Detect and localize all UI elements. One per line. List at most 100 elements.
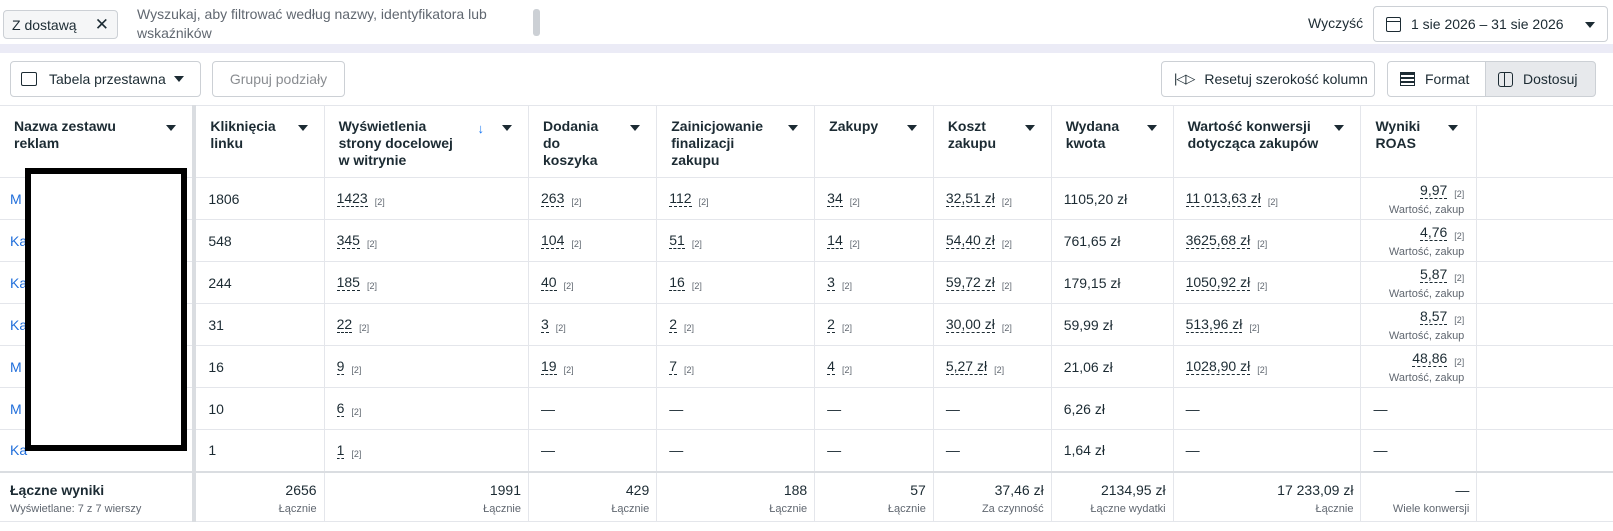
- metric-value[interactable]: 16: [669, 274, 685, 291]
- sort-descending-icon[interactable]: ↓: [477, 121, 485, 136]
- reference-marker[interactable]: [2]: [841, 323, 852, 333]
- group-breakdowns-button[interactable]: Grupuj podziały: [212, 61, 345, 97]
- reference-marker[interactable]: [2]: [1001, 239, 1012, 249]
- column-header[interactable]: Dodania do koszyka: [528, 105, 658, 178]
- reference-marker[interactable]: [2]: [691, 239, 702, 249]
- metric-value[interactable]: 3: [541, 316, 549, 333]
- column-menu-button[interactable]: [624, 118, 646, 138]
- search-input[interactable]: Wyszukaj, aby filtrować według nazwy, id…: [137, 6, 487, 41]
- column-header[interactable]: Wartość konwersji dotycząca zakupów: [1173, 105, 1362, 178]
- reference-marker[interactable]: [2]: [698, 197, 709, 207]
- metric-value[interactable]: 1050,92 zł: [1185, 274, 1251, 291]
- reference-marker[interactable]: [2]: [1001, 197, 1012, 207]
- metric-value[interactable]: 185: [336, 274, 360, 291]
- metric-value[interactable]: 22: [336, 316, 353, 333]
- reference-marker[interactable]: [2]: [1454, 231, 1465, 241]
- reference-marker[interactable]: [2]: [366, 239, 377, 249]
- scrollbar[interactable]: [533, 9, 540, 36]
- reference-marker[interactable]: [2]: [571, 239, 582, 249]
- reference-marker[interactable]: [2]: [684, 365, 695, 375]
- reference-marker[interactable]: [2]: [563, 365, 574, 375]
- metric-value[interactable]: 104: [541, 232, 565, 249]
- reset-column-width-button[interactable]: |◁▷ Resetuj szerokość kolumn: [1161, 61, 1375, 97]
- metric-value[interactable]: 1: [336, 441, 345, 459]
- reference-marker[interactable]: [2]: [1257, 281, 1268, 291]
- column-header[interactable]: Wyniki ROAS: [1360, 105, 1478, 178]
- date-range-picker[interactable]: 1 sie 2026 – 31 sie 2026: [1373, 6, 1608, 42]
- table-row[interactable]: M 16 9 [2] 19 [2] 7 [2] 4 [2] 5,27 zł [2] 21,06 zł 10…: [0, 345, 1613, 388]
- column-menu-button[interactable]: [496, 118, 518, 138]
- column-menu-button[interactable]: [1141, 118, 1163, 138]
- table-row[interactable]: M 1806 1423 [2] 263 [2] 112 [2] 34 [2] 32,51 zł [2]…: [0, 177, 1613, 220]
- metric-value[interactable]: 54,40 zł: [945, 232, 995, 249]
- reference-marker[interactable]: [2]: [351, 448, 362, 459]
- metric-value[interactable]: 48,86: [1412, 350, 1448, 367]
- metric-value[interactable]: 14: [827, 232, 843, 249]
- metric-value[interactable]: 30,00 zł: [945, 316, 995, 333]
- reference-marker[interactable]: [2]: [1454, 357, 1465, 367]
- reference-marker[interactable]: [2]: [841, 365, 852, 375]
- column-menu-button[interactable]: [160, 118, 182, 138]
- metric-value[interactable]: 51: [669, 232, 685, 249]
- table-row[interactable]: M 10 6 [2] — — — —6,26 zł — —: [0, 387, 1613, 430]
- column-header[interactable]: Koszt zakupu: [933, 105, 1052, 178]
- metric-value[interactable]: 32,51 zł: [945, 190, 995, 207]
- metric-value[interactable]: 345: [336, 232, 360, 249]
- metric-value[interactable]: 11 013,63 zł: [1185, 190, 1261, 207]
- reference-marker[interactable]: [2]: [1267, 197, 1278, 207]
- column-menu-button[interactable]: [782, 118, 804, 138]
- metric-value[interactable]: 6: [336, 400, 345, 417]
- reference-marker[interactable]: [2]: [691, 281, 702, 291]
- column-menu-button[interactable]: [1019, 118, 1041, 138]
- column-menu-button[interactable]: [901, 118, 923, 138]
- pivot-table-dropdown[interactable]: Tabela przestawna: [10, 61, 201, 97]
- metric-value[interactable]: 1423: [336, 190, 368, 207]
- reference-marker[interactable]: [2]: [366, 281, 377, 291]
- reference-marker[interactable]: [2]: [849, 239, 860, 249]
- metric-value[interactable]: 59,72 zł: [945, 274, 995, 291]
- table-row[interactable]: Ka 244 185 [2] 40 [2] 16 [2] 3 [2] 59,72 zł [2] 179,…: [0, 261, 1613, 304]
- metric-value[interactable]: 7: [669, 358, 678, 375]
- metric-value[interactable]: 9,97: [1420, 182, 1448, 199]
- reference-marker[interactable]: [2]: [555, 323, 566, 333]
- metric-value[interactable]: 2: [669, 316, 678, 333]
- close-icon[interactable]: ✕: [94, 15, 109, 34]
- column-menu-button[interactable]: [1442, 118, 1464, 138]
- reference-marker[interactable]: [2]: [1001, 281, 1012, 291]
- reference-marker[interactable]: [2]: [994, 365, 1005, 375]
- column-menu-button[interactable]: [1328, 118, 1350, 138]
- metric-value[interactable]: 112: [669, 190, 692, 207]
- metric-value[interactable]: 4: [827, 358, 835, 375]
- filter-chip[interactable]: Z dostawą ✕: [3, 10, 118, 39]
- table-row[interactable]: Ka 1 1 [2] — — — —1,64 zł — —: [0, 429, 1613, 472]
- customize-button[interactable]: Dostosuj: [1485, 61, 1596, 97]
- reference-marker[interactable]: [2]: [351, 407, 362, 417]
- reference-marker[interactable]: [2]: [374, 197, 385, 207]
- column-header[interactable]: Wydana kwota: [1051, 105, 1174, 178]
- column-header[interactable]: Kliknięcia linku: [194, 105, 325, 178]
- reference-marker[interactable]: [2]: [1454, 315, 1465, 325]
- metric-value[interactable]: 2: [827, 316, 835, 333]
- reference-marker[interactable]: [2]: [849, 197, 860, 207]
- metric-value[interactable]: 263: [541, 190, 565, 207]
- reference-marker[interactable]: [2]: [1454, 273, 1465, 283]
- metric-value[interactable]: 34: [827, 190, 843, 207]
- metric-value[interactable]: 9: [336, 358, 345, 375]
- format-button[interactable]: Format: [1387, 61, 1486, 97]
- reference-marker[interactable]: [2]: [1257, 365, 1268, 375]
- metric-value[interactable]: 3625,68 zł: [1185, 232, 1251, 249]
- reference-marker[interactable]: [2]: [571, 197, 582, 207]
- column-header[interactable]: Zakupy: [814, 105, 934, 178]
- column-menu-button[interactable]: [292, 118, 314, 138]
- clear-button[interactable]: Wyczyść: [1308, 15, 1364, 31]
- metric-value[interactable]: 8,57: [1420, 308, 1448, 325]
- metric-value[interactable]: 5,87: [1420, 266, 1448, 283]
- reference-marker[interactable]: [2]: [1249, 323, 1260, 333]
- reference-marker[interactable]: [2]: [684, 323, 695, 333]
- column-header[interactable]: Nazwa zestawu reklam: [0, 105, 197, 178]
- table-row[interactable]: Ka 548 345 [2] 104 [2] 51 [2] 14 [2] 54,40 zł [2] 76…: [0, 219, 1613, 262]
- reference-marker[interactable]: [2]: [841, 281, 852, 291]
- reference-marker[interactable]: [2]: [1454, 189, 1465, 199]
- metric-value[interactable]: 5,27 zł: [945, 358, 988, 375]
- table-row[interactable]: Ka 31 22 [2] 3 [2] 2 [2] 2 [2] 30,00 zł [2] 59,99 zł…: [0, 303, 1613, 346]
